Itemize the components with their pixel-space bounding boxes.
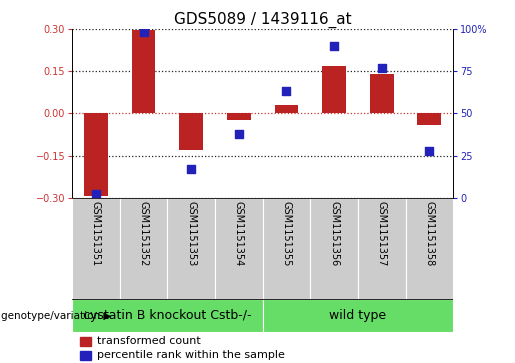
Text: GSM1151353: GSM1151353 <box>186 201 196 266</box>
Text: GSM1151351: GSM1151351 <box>91 201 101 266</box>
Point <box>187 166 195 172</box>
Text: GSM1151354: GSM1151354 <box>234 201 244 266</box>
Point <box>282 89 290 94</box>
Bar <box>358 198 405 299</box>
Text: percentile rank within the sample: percentile rank within the sample <box>97 350 285 360</box>
Bar <box>80 351 91 360</box>
Text: GSM1151352: GSM1151352 <box>139 201 148 266</box>
Text: GSM1151356: GSM1151356 <box>329 201 339 266</box>
Bar <box>167 198 215 299</box>
Point <box>140 29 148 35</box>
Bar <box>179 113 203 150</box>
Point <box>235 131 243 136</box>
Point <box>330 43 338 49</box>
Text: cystatin B knockout Cstb-/-: cystatin B knockout Cstb-/- <box>83 309 252 322</box>
Bar <box>132 30 156 113</box>
Bar <box>119 198 167 299</box>
Bar <box>80 337 91 346</box>
Bar <box>274 105 298 113</box>
Text: wild type: wild type <box>330 309 386 322</box>
Bar <box>84 113 108 196</box>
Point <box>425 148 434 154</box>
Text: transformed count: transformed count <box>97 337 201 346</box>
Text: GSM1151358: GSM1151358 <box>424 201 434 266</box>
Bar <box>418 113 441 125</box>
Title: GDS5089 / 1439116_at: GDS5089 / 1439116_at <box>174 12 351 28</box>
Bar <box>227 113 251 121</box>
Bar <box>263 198 310 299</box>
Bar <box>263 299 453 332</box>
Point <box>92 192 100 197</box>
Text: GSM1151357: GSM1151357 <box>377 201 387 266</box>
Bar <box>72 299 263 332</box>
Text: GSM1151355: GSM1151355 <box>282 201 291 266</box>
Bar <box>72 198 119 299</box>
Bar <box>322 66 346 113</box>
Text: genotype/variation ▶: genotype/variation ▶ <box>1 311 111 321</box>
Bar <box>215 198 263 299</box>
Bar <box>310 198 358 299</box>
Bar <box>405 198 453 299</box>
Bar <box>370 74 393 113</box>
Point <box>377 65 386 71</box>
